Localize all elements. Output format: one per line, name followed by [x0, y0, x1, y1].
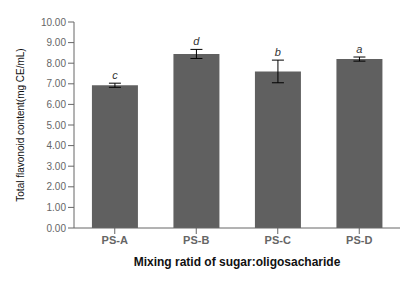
- svg-text:a: a: [356, 43, 362, 55]
- svg-text:10.00: 10.00: [41, 17, 66, 28]
- svg-text:b: b: [275, 46, 281, 58]
- svg-text:1.00: 1.00: [47, 202, 67, 213]
- svg-text:Total flavonoid content(mg CE/: Total flavonoid content(mg CE/mL): [15, 48, 26, 201]
- svg-text:PS-C: PS-C: [265, 234, 291, 246]
- svg-text:PS-B: PS-B: [183, 234, 209, 246]
- svg-text:Mixing ratid of sugar:oligosac: Mixing ratid of sugar:oligosacharide: [134, 255, 341, 269]
- svg-text:6.00: 6.00: [47, 99, 67, 110]
- svg-text:7.00: 7.00: [47, 78, 67, 89]
- svg-text:5.00: 5.00: [47, 120, 67, 131]
- svg-text:PS-D: PS-D: [346, 234, 372, 246]
- svg-text:PS-A: PS-A: [102, 234, 128, 246]
- svg-text:8.00: 8.00: [47, 58, 67, 69]
- svg-text:3.00: 3.00: [47, 161, 67, 172]
- svg-text:d: d: [193, 35, 200, 47]
- svg-text:4.00: 4.00: [47, 140, 67, 151]
- svg-text:2.00: 2.00: [47, 181, 67, 192]
- svg-text:9.00: 9.00: [47, 37, 67, 48]
- svg-text:0.00: 0.00: [47, 223, 67, 234]
- svg-text:c: c: [112, 69, 118, 81]
